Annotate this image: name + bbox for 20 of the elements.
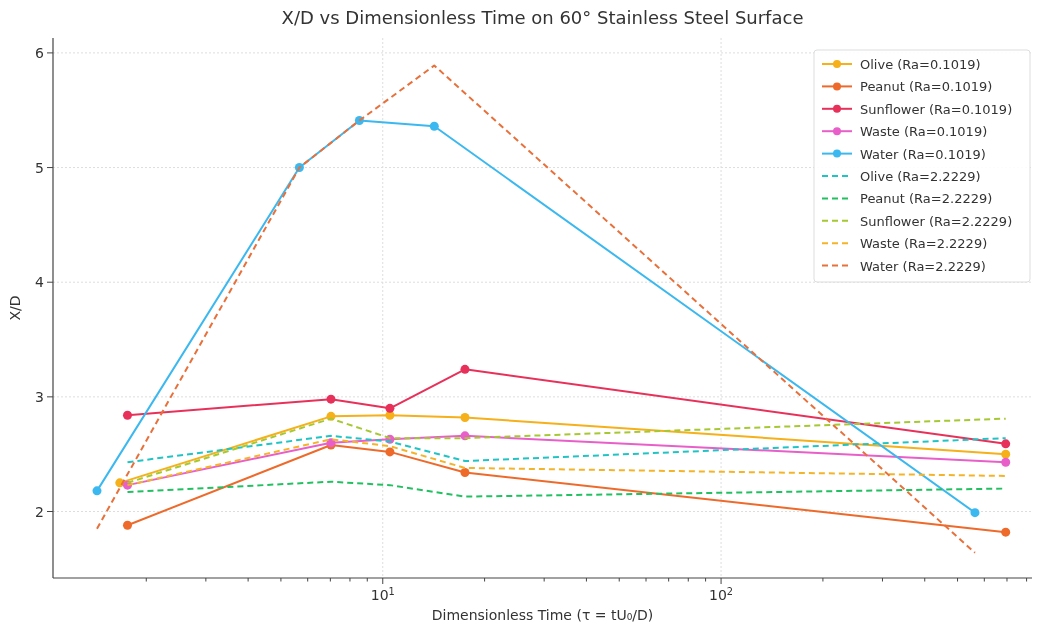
x-axis-title: Dimensionless Time (τ = tU₀/D) [431,607,654,623]
legend-label: Waste (Ra=2.2229) [860,236,988,252]
legend-label: Sunflower (Ra=2.2229) [860,213,1013,229]
x-tick-label: 10$^{2}$ [709,585,734,603]
y-tick-label: 2 [35,503,44,520]
y-tick-label: 5 [35,159,44,176]
x-tick-label: 10$^{1}$ [370,585,395,603]
y-tick-label: 3 [35,388,44,405]
legend-label: Olive (Ra=0.1019) [860,57,981,72]
y-axis-title: X/D [7,295,23,321]
legend-label: Peanut (Ra=0.1019) [860,79,993,95]
legend-label: Olive (Ra=2.2229) [860,169,981,184]
legend-label: Water (Ra=0.1019) [860,146,986,162]
legend-label: Sunflower (Ra=0.1019) [860,101,1013,117]
legend-label: Peanut (Ra=2.2229) [860,191,993,207]
legend-label: Water (Ra=2.2229) [860,258,986,274]
chart-title: X/D vs Dimensionless Time on 60° Stainless Steel Surface [281,7,804,28]
legend-label: Waste (Ra=0.1019) [860,124,988,140]
y-tick-label: 6 [35,44,45,61]
y-tick-label: 4 [35,274,45,291]
